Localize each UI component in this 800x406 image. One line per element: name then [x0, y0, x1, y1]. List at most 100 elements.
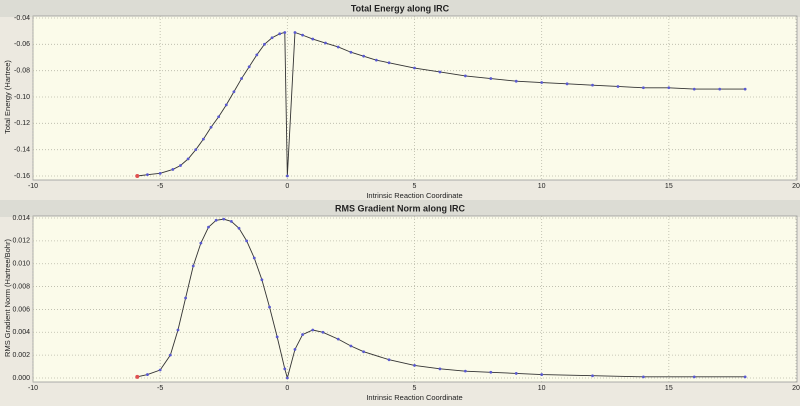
data-point: [186, 157, 190, 161]
data-point: [207, 225, 210, 229]
data-point: [194, 148, 198, 152]
line: [137, 218, 746, 380]
data-point: [489, 370, 493, 374]
y-tick-label: 0.000: [12, 375, 30, 382]
data-point: [362, 54, 366, 58]
data-point: [336, 45, 340, 49]
data-point: [285, 174, 289, 178]
data-point: [591, 83, 594, 87]
data-point: [591, 374, 594, 378]
data-point: [283, 367, 287, 371]
data-point: [438, 70, 442, 74]
data-point: [387, 358, 391, 362]
data-point: [540, 81, 544, 84]
data-point: [301, 333, 304, 336]
x-tick-label: -10: [28, 385, 38, 392]
data-point: [263, 42, 266, 46]
data-point: [321, 330, 325, 334]
data-point: [260, 278, 264, 282]
data-point: [135, 374, 140, 379]
data-point: [489, 77, 493, 80]
data-point: [135, 174, 140, 178]
data-point: [293, 31, 297, 34]
data-point: [191, 264, 195, 268]
y-tick-label: 0.008: [12, 283, 30, 290]
data-point: [283, 31, 287, 34]
data-point: [692, 87, 696, 91]
data-point: [514, 79, 518, 83]
data-point: [565, 82, 569, 86]
data-point: [362, 350, 366, 354]
data-point: [176, 328, 180, 332]
x-tick-label: 0: [285, 183, 289, 190]
data-point: [146, 173, 149, 177]
y-axis-label: RMS Gradient Norm (Hartree/Bohr): [3, 239, 12, 357]
y-tick-label: -0.12: [14, 120, 30, 127]
y-tick-label: 0.002: [12, 352, 30, 359]
data-point: [252, 256, 256, 260]
y-tick-label: -0.04: [14, 15, 30, 22]
title-bar: [0, 0, 800, 17]
data-point: [374, 58, 378, 62]
y-tick-label: 0.012: [12, 238, 30, 245]
data-point: [278, 32, 282, 36]
plot-area: [32, 15, 798, 181]
y-axis-label: Total Energy (Hartree): [3, 60, 12, 134]
data-point: [301, 33, 304, 37]
x-tick-label: 15: [665, 183, 673, 190]
data-point: [642, 86, 645, 90]
y-tick-label: -0.10: [14, 94, 30, 101]
data-point: [255, 53, 259, 57]
data-point: [184, 296, 188, 300]
data-point: [336, 337, 340, 341]
data-point: [667, 86, 671, 90]
data-point: [413, 66, 416, 70]
data-point: [158, 171, 162, 175]
x-tick-label: 10: [538, 385, 546, 392]
data-point: [438, 367, 442, 371]
x-tick-label: 10: [538, 183, 546, 190]
data-point: [168, 353, 172, 357]
data-point: [222, 217, 226, 221]
x-tick-label: 5: [413, 385, 417, 392]
data-point: [324, 41, 327, 45]
data-point: [179, 164, 182, 167]
y-tick-label: 0.014: [12, 215, 30, 222]
data-point: [285, 376, 289, 380]
data-point: [311, 37, 315, 41]
data-point: [229, 220, 233, 223]
x-tick-label: 20: [792, 385, 800, 392]
data-point: [540, 373, 544, 376]
data-point: [171, 168, 175, 171]
data-point: [642, 375, 645, 379]
y-tick-label: 0.010: [12, 261, 30, 268]
data-point: [146, 373, 149, 376]
data-point: [718, 87, 722, 91]
data-point: [158, 368, 162, 372]
data-point: [202, 137, 205, 141]
data-point: [224, 103, 228, 107]
data-point: [275, 335, 279, 339]
data-point: [214, 218, 218, 222]
x-tick-label: 20: [792, 183, 800, 190]
data-point: [240, 77, 243, 80]
x-axis-label: Intrinsic Reaction Coordinate: [366, 191, 462, 200]
y-tick-label: -0.06: [14, 41, 30, 48]
data-point: [463, 74, 467, 78]
y-tick-label: -0.08: [14, 68, 30, 75]
data-point: [293, 348, 297, 351]
data-point: [245, 239, 249, 243]
x-tick-label: 0: [285, 385, 289, 392]
x-tick-label: -5: [157, 385, 163, 392]
data-point: [514, 372, 518, 375]
data-point: [692, 375, 696, 379]
data-point: [232, 90, 236, 94]
x-tick-label: 5: [413, 183, 417, 190]
data-point: [349, 50, 353, 54]
data-point: [237, 226, 241, 230]
data-point: [247, 65, 251, 69]
data-point: [349, 344, 353, 348]
y-tick-label: -0.16: [14, 173, 30, 180]
data-point: [743, 87, 747, 91]
data-point: [387, 61, 391, 65]
